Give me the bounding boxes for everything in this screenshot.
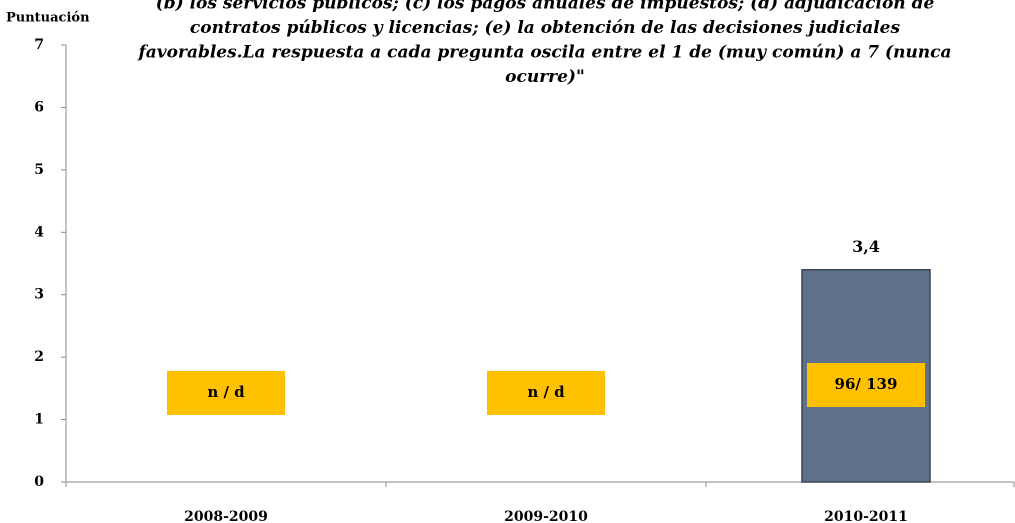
title-line: (b) los servicios públicos; (c) los pago… <box>156 0 935 14</box>
y-tick-label: 6 <box>34 99 44 115</box>
x-tick-label: 2009-2010 <box>504 509 588 523</box>
x-tick-label: 2010-2011 <box>824 509 908 523</box>
y-tick-label: 1 <box>34 412 44 428</box>
rank-label: n / d <box>527 383 565 401</box>
title-line: ocurre)" <box>505 67 585 87</box>
title-line: contratos públicos y licencias; (e) la o… <box>190 18 901 38</box>
y-tick-label: 5 <box>34 162 44 178</box>
rank-box <box>167 371 285 415</box>
y-tick-label: 3 <box>34 287 44 303</box>
y-tick-label: 2 <box>34 349 44 365</box>
y-tick-label: 0 <box>34 474 44 490</box>
y-axis-label: Puntuación <box>6 11 90 26</box>
title-line: favorables.La respuesta a cada pregunta … <box>137 43 951 63</box>
rank-label: 96/ 139 <box>835 375 898 393</box>
y-tick-label: 4 <box>34 224 44 240</box>
rank-box <box>807 363 925 407</box>
rank-label: n / d <box>207 383 245 401</box>
rank-box <box>487 371 605 415</box>
y-tick-label: 7 <box>34 37 44 53</box>
value-label: 3,4 <box>852 237 880 256</box>
chart-title: (b) los servicios públicos; (c) los pago… <box>137 0 951 87</box>
x-tick-label: 2008-2009 <box>184 509 268 523</box>
